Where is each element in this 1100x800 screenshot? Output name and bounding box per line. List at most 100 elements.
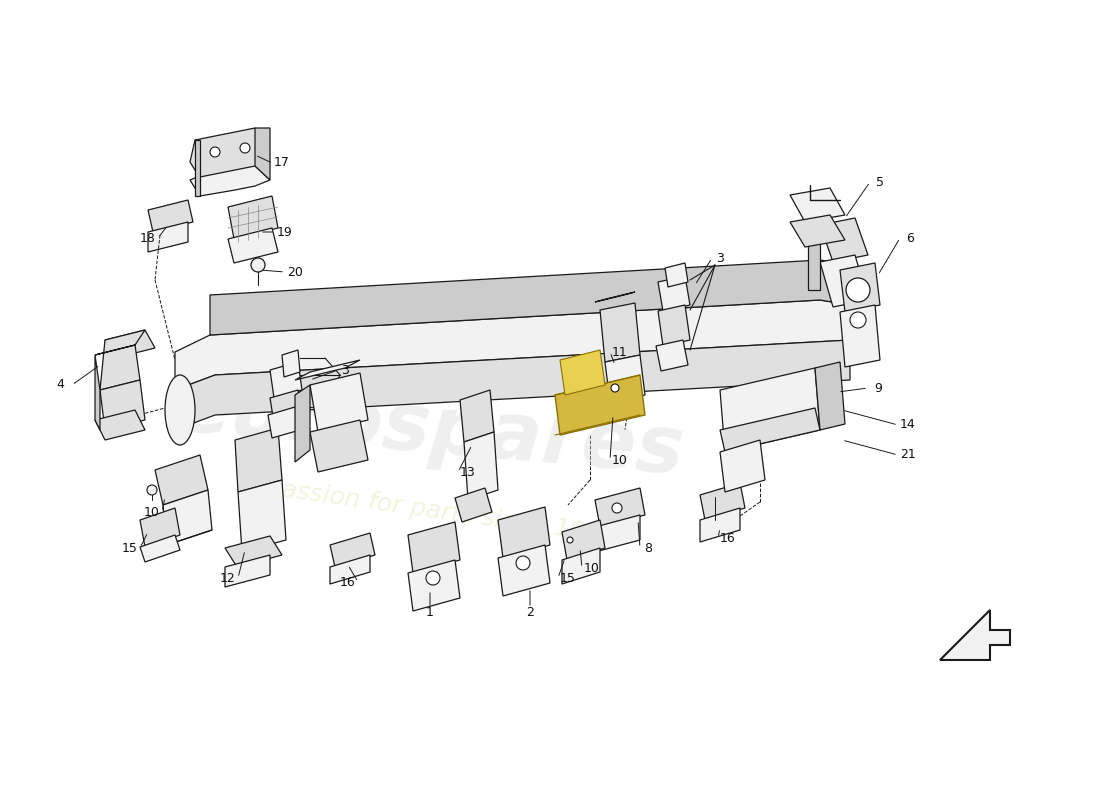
Text: 6: 6 <box>906 231 914 245</box>
Polygon shape <box>840 263 880 312</box>
Circle shape <box>251 258 265 272</box>
Polygon shape <box>255 128 270 180</box>
Text: 5: 5 <box>876 175 884 189</box>
Polygon shape <box>310 373 369 432</box>
Text: 10: 10 <box>584 562 600 574</box>
Text: 21: 21 <box>900 449 916 462</box>
Text: 3: 3 <box>341 363 349 377</box>
Polygon shape <box>940 610 1010 660</box>
Polygon shape <box>658 276 690 311</box>
Circle shape <box>240 143 250 153</box>
Circle shape <box>147 485 157 495</box>
Text: 19: 19 <box>277 226 293 238</box>
Polygon shape <box>595 515 640 552</box>
Circle shape <box>566 537 573 543</box>
Polygon shape <box>408 522 460 573</box>
Polygon shape <box>700 483 745 520</box>
Polygon shape <box>790 215 845 247</box>
Polygon shape <box>408 560 460 611</box>
Polygon shape <box>270 390 302 423</box>
Polygon shape <box>148 222 188 252</box>
Polygon shape <box>95 410 145 440</box>
Circle shape <box>210 147 220 157</box>
Polygon shape <box>175 300 850 390</box>
Polygon shape <box>556 375 645 435</box>
Text: 2: 2 <box>526 606 534 619</box>
Circle shape <box>610 384 619 392</box>
Text: eurospares: eurospares <box>173 369 686 491</box>
Polygon shape <box>235 428 282 492</box>
Polygon shape <box>140 508 180 547</box>
Polygon shape <box>195 140 200 196</box>
Polygon shape <box>175 340 850 430</box>
Text: 15: 15 <box>560 571 576 585</box>
Ellipse shape <box>165 375 195 445</box>
Polygon shape <box>270 362 302 398</box>
Text: 10: 10 <box>144 506 159 518</box>
Polygon shape <box>226 536 282 567</box>
Polygon shape <box>163 490 212 545</box>
Polygon shape <box>210 260 850 335</box>
Polygon shape <box>455 488 492 522</box>
Polygon shape <box>720 440 764 492</box>
Polygon shape <box>95 330 145 390</box>
Text: 9: 9 <box>874 382 882 394</box>
Text: 16: 16 <box>720 531 736 545</box>
Text: 20: 20 <box>287 266 303 278</box>
Text: 11: 11 <box>612 346 628 358</box>
Polygon shape <box>100 380 145 430</box>
Polygon shape <box>282 350 300 377</box>
Text: 4: 4 <box>56 378 64 391</box>
Text: 15: 15 <box>122 542 138 554</box>
Polygon shape <box>700 508 740 542</box>
Polygon shape <box>605 355 645 402</box>
Polygon shape <box>155 455 208 505</box>
Polygon shape <box>460 390 494 442</box>
Polygon shape <box>808 225 820 290</box>
Text: 13: 13 <box>460 466 476 478</box>
Polygon shape <box>228 228 278 263</box>
Polygon shape <box>562 520 605 560</box>
Polygon shape <box>148 200 192 232</box>
Polygon shape <box>790 188 845 222</box>
Circle shape <box>612 503 621 513</box>
Text: 12: 12 <box>220 571 235 585</box>
Polygon shape <box>595 292 635 302</box>
Polygon shape <box>190 166 270 196</box>
Polygon shape <box>226 555 270 587</box>
Polygon shape <box>595 488 645 527</box>
Polygon shape <box>190 128 270 178</box>
Circle shape <box>846 278 870 302</box>
Text: 14: 14 <box>900 418 916 431</box>
Text: 16: 16 <box>340 575 356 589</box>
Text: 1: 1 <box>426 606 433 619</box>
Polygon shape <box>464 432 498 500</box>
Text: 17: 17 <box>274 157 290 170</box>
Text: a passion for parts since 1985: a passion for parts since 1985 <box>241 472 618 548</box>
Polygon shape <box>840 305 880 367</box>
Polygon shape <box>330 555 370 584</box>
Polygon shape <box>330 533 375 567</box>
Polygon shape <box>310 420 369 472</box>
Polygon shape <box>720 368 820 452</box>
Polygon shape <box>720 408 820 452</box>
Polygon shape <box>268 407 300 438</box>
Polygon shape <box>95 355 100 430</box>
Text: 3: 3 <box>716 251 724 265</box>
Polygon shape <box>560 350 605 395</box>
Polygon shape <box>295 360 360 380</box>
Polygon shape <box>656 340 688 371</box>
Polygon shape <box>498 507 550 558</box>
Polygon shape <box>140 535 180 562</box>
Text: 8: 8 <box>644 542 652 554</box>
Circle shape <box>516 556 530 570</box>
Polygon shape <box>104 330 155 358</box>
Polygon shape <box>238 480 286 552</box>
Polygon shape <box>658 305 690 346</box>
Circle shape <box>426 571 440 585</box>
Polygon shape <box>562 548 600 584</box>
Polygon shape <box>600 303 640 362</box>
Polygon shape <box>815 362 845 430</box>
Polygon shape <box>820 218 868 262</box>
Polygon shape <box>666 263 688 287</box>
